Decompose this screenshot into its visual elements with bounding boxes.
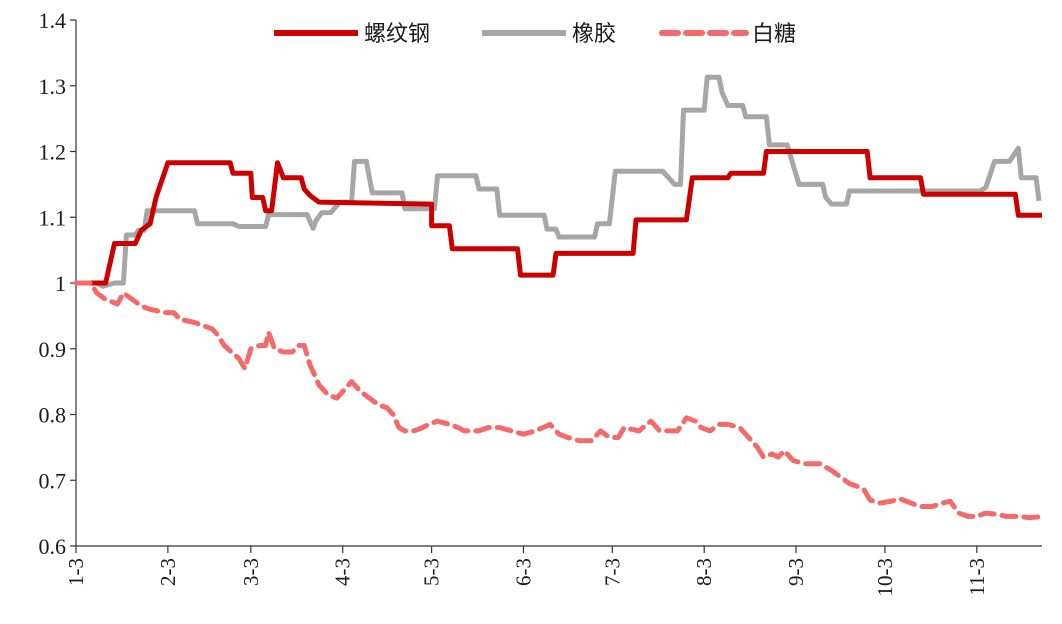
x-tick-label: 7-3 [600, 558, 624, 586]
x-tick-label: 6-3 [511, 558, 535, 586]
x-tick-label: 11-3 [965, 558, 989, 596]
series-layer [73, 74, 1045, 521]
x-tick-label: 8-3 [692, 558, 716, 586]
y-tick-label: 1.4 [39, 8, 67, 33]
legend-label-2: 白糖 [752, 22, 796, 47]
x-tick-label: 4-3 [331, 558, 355, 586]
x-tick-label: 9-3 [784, 558, 808, 586]
y-tick-label: 0.9 [39, 337, 67, 362]
y-tick-label: 1.2 [39, 140, 67, 165]
series-line-2 [73, 280, 1045, 521]
y-tick-label: 0.7 [39, 468, 67, 493]
y-tick-label: 1.1 [39, 205, 67, 230]
x-tick-label: 2-3 [156, 558, 180, 586]
y-tick-label: 0.8 [39, 403, 67, 428]
legend-label-1: 橡胶 [572, 22, 616, 47]
y-tick-label: 1.3 [39, 74, 67, 99]
y-tick-label: 0.6 [39, 534, 67, 559]
legend-label-0: 螺纹钢 [364, 22, 430, 47]
chart-legend: 螺纹钢 橡胶 白糖 [274, 22, 796, 47]
x-tick-label: 3-3 [239, 558, 263, 586]
y-tick-label: 1 [55, 271, 66, 296]
chart-axes: 0.6 0.7 0.8 0.9 1 1.1 1.2 1.3 1.4 1-3 2-3 3-3 4-3 5-3… [39, 8, 1042, 597]
x-tick-label: 10-3 [873, 558, 897, 597]
series-line-0 [76, 149, 1042, 286]
series-line-1 [76, 74, 1042, 289]
x-tick-label: 1-3 [64, 558, 88, 586]
x-tick-label: 5-3 [420, 558, 444, 586]
